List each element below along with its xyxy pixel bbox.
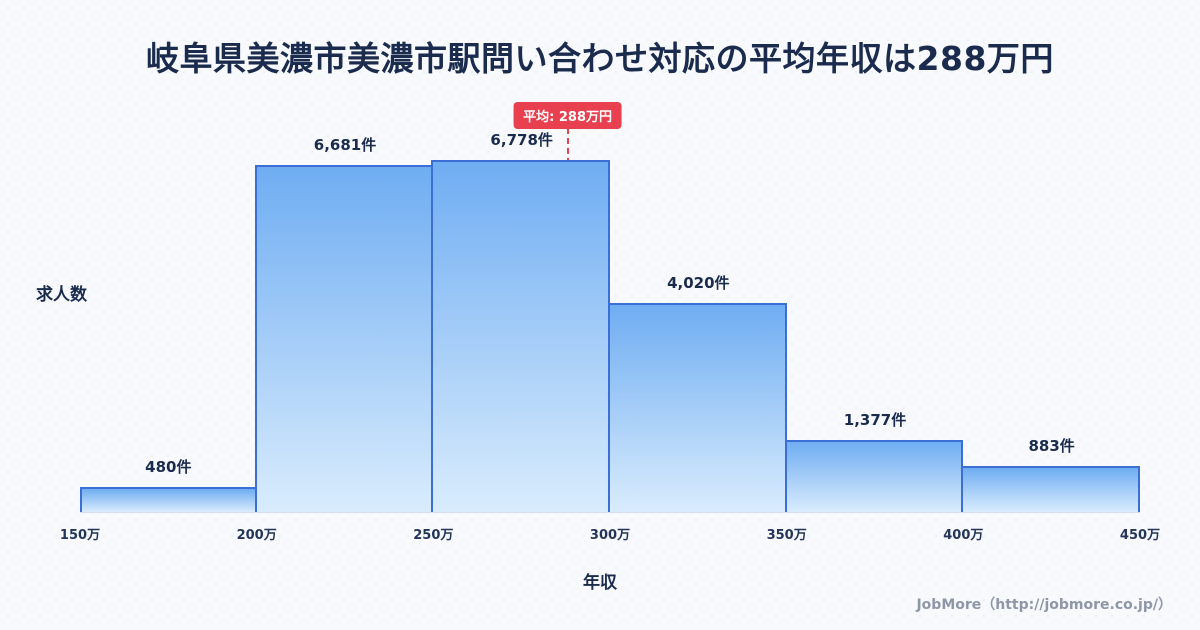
histogram-bar bbox=[961, 466, 1140, 512]
x-tick-label: 400万 bbox=[943, 528, 984, 543]
bar-value-label: 6,681件 bbox=[313, 136, 377, 154]
histogram-bar bbox=[431, 160, 610, 512]
histogram-bar bbox=[608, 303, 787, 512]
x-tick-label: 350万 bbox=[766, 528, 807, 543]
bar-value-label: 480件 bbox=[145, 458, 192, 476]
x-tick-label: 250万 bbox=[413, 528, 454, 543]
x-axis-line bbox=[80, 512, 1140, 513]
x-tick-label: 450万 bbox=[1119, 528, 1161, 543]
histogram-bar bbox=[784, 440, 964, 512]
histogram-bar bbox=[80, 487, 257, 512]
x-tick-label: 150万 bbox=[59, 528, 101, 543]
y-axis-label: 求人数 bbox=[36, 285, 87, 305]
chart-title: 岐阜県美濃市美濃市駅問い合わせ対応の平均年収は288万円 bbox=[146, 39, 1054, 78]
bar-value-label: 4,020件 bbox=[667, 274, 730, 292]
bar-value-label: 1,377件 bbox=[843, 411, 907, 429]
x-tick-label: 300万 bbox=[589, 528, 631, 543]
bar-value-label: 6,778件 bbox=[490, 131, 553, 149]
plot-area: 平均: 288万円 480件 6,681件 6,778件 4,020件 1,377件 88… bbox=[60, 100, 1160, 543]
x-axis-label: 年収 bbox=[583, 573, 617, 593]
mean-badge: 平均: 288万円 bbox=[513, 102, 623, 129]
x-tick-label: 200万 bbox=[236, 528, 277, 543]
bar-value-label: 883件 bbox=[1028, 437, 1075, 455]
histogram-bar bbox=[254, 165, 434, 512]
footer-credit: JobMore（http://jobmore.co.jp/） bbox=[916, 597, 1172, 613]
